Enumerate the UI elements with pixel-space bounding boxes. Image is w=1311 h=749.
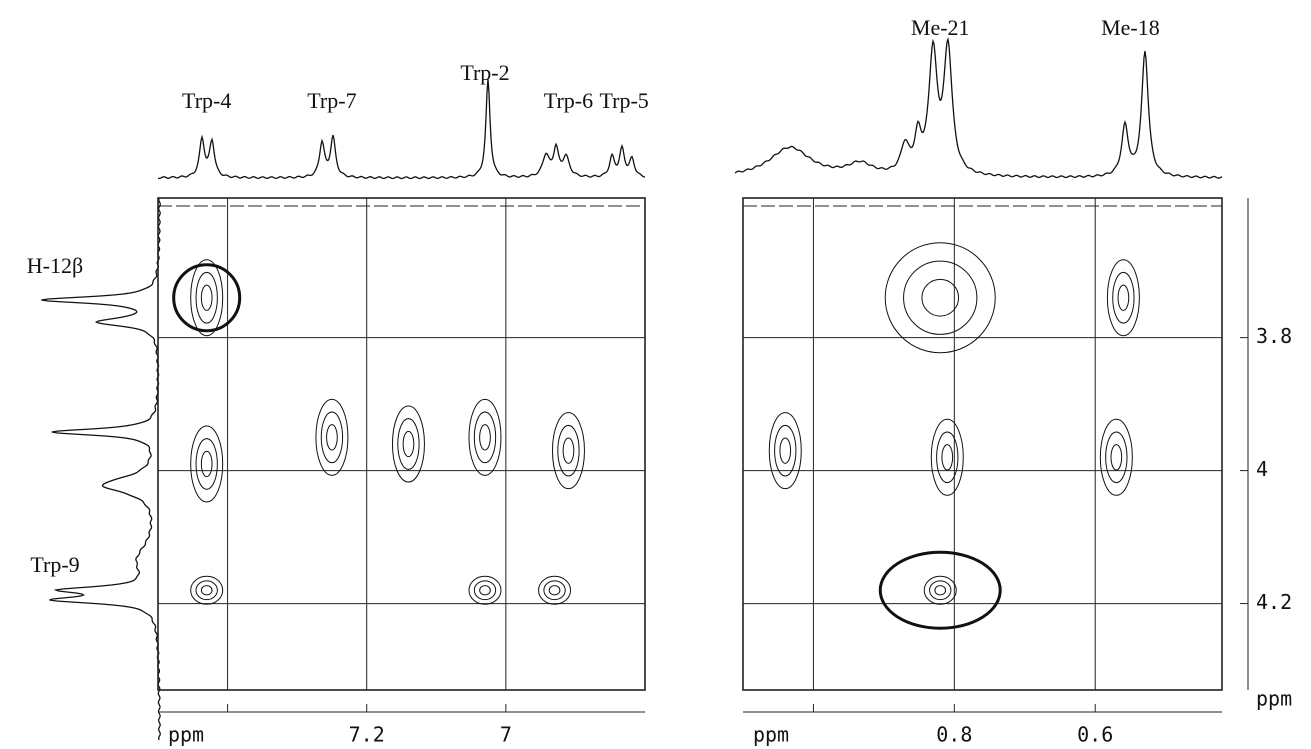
cross-peak	[769, 413, 801, 489]
peak-label: Trp-2	[460, 60, 509, 85]
contour	[922, 279, 959, 316]
contour	[558, 425, 579, 476]
highlight-circle	[880, 552, 1000, 628]
cross-peak	[191, 260, 223, 336]
peak-label: Me-21	[911, 15, 970, 40]
contour	[544, 581, 565, 600]
cross-peak	[552, 413, 584, 489]
x-tick-label: 0.6	[1077, 723, 1113, 747]
contour	[563, 438, 574, 463]
contour	[327, 425, 338, 450]
peak-label: Trp-4	[182, 88, 231, 113]
contour	[474, 412, 495, 463]
contour	[201, 285, 212, 310]
contour	[196, 581, 217, 600]
y-axis-title: ppm	[1256, 687, 1292, 711]
contour	[1106, 432, 1127, 483]
y-tick-label: 4.2	[1256, 590, 1292, 614]
contour	[935, 586, 946, 595]
peak-label: Trp-6	[544, 88, 593, 113]
contour	[1113, 272, 1134, 323]
cross-peak	[931, 419, 963, 495]
contour	[480, 425, 491, 450]
projection-trace	[41, 198, 160, 740]
page: {"chart_data": [ {"type": "nmr2d", "peak…	[0, 0, 1311, 749]
x-axis-title: ppm	[753, 723, 789, 747]
contour	[904, 261, 977, 334]
side-label: H-12β	[27, 253, 83, 278]
y-tick-label: 3.8	[1256, 324, 1292, 348]
contour	[480, 586, 491, 595]
cross-peak	[191, 426, 223, 502]
contour	[196, 272, 217, 323]
contour	[1111, 445, 1122, 470]
contour	[549, 586, 560, 595]
contour	[1118, 285, 1129, 310]
contour	[201, 586, 212, 595]
cross-peak	[1107, 260, 1139, 336]
cross-peak	[316, 399, 348, 475]
contour	[201, 451, 212, 476]
cross-peak	[885, 243, 995, 353]
figure: 7.2 7 ppm Trp-4 Trp-7 Trp-2 Trp-6Trp-5 H-12β Trp…	[0, 0, 1311, 749]
contour	[196, 439, 217, 490]
contour	[780, 438, 791, 463]
contour	[398, 419, 419, 470]
x-tick-label: 7.2	[349, 723, 385, 747]
peak-label: Me-18	[1101, 15, 1160, 40]
x-axis-title: ppm	[168, 723, 204, 747]
cross-peak	[1100, 419, 1132, 495]
contour	[403, 431, 414, 456]
x-tick-label: 7	[500, 723, 512, 747]
highlight-circle	[174, 265, 240, 331]
contour	[942, 445, 953, 470]
contour	[474, 581, 495, 600]
x-tick-label: 0.8	[936, 723, 972, 747]
projection-trace	[735, 39, 1222, 178]
contour	[321, 412, 342, 463]
y-tick-label: 4	[1256, 457, 1268, 481]
panel-frame	[158, 198, 645, 690]
peak-label: Trp-5	[599, 88, 648, 113]
contour	[775, 425, 796, 476]
cross-peak	[469, 399, 501, 475]
contour	[930, 581, 951, 600]
side-label: Trp-9	[30, 552, 79, 577]
peak-label: Trp-7	[307, 88, 356, 113]
